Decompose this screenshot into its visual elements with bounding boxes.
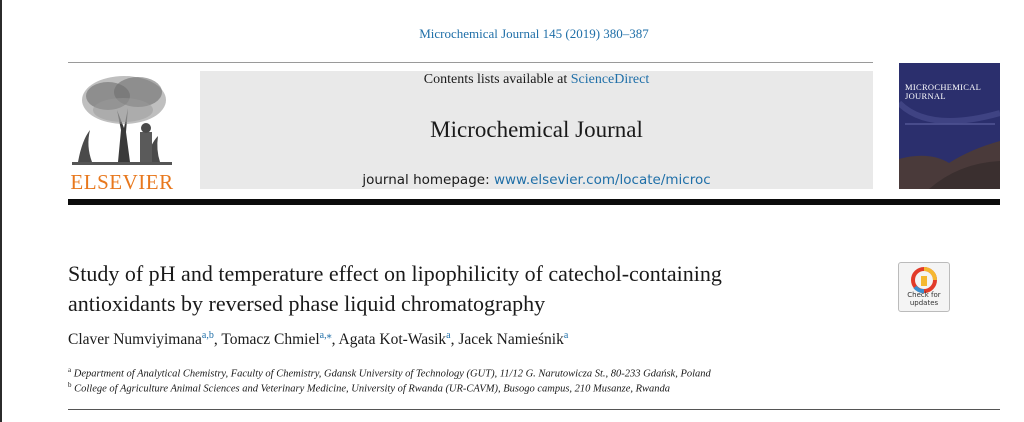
elsevier-wordmark: ELSEVIER: [70, 170, 174, 194]
affiliation-a: a Department of Analytical Chemistry, Fa…: [68, 366, 711, 380]
cover-artwork: [899, 100, 1000, 189]
header-thick-rule: [68, 199, 1000, 205]
homepage-prefix: journal homepage:: [362, 172, 494, 188]
journal-citation[interactable]: Microchemical Journal 145 (2019) 380–387: [419, 26, 649, 41]
crossmark-icon: [911, 267, 937, 293]
author-name[interactable]: Tomacz Chmiel: [221, 331, 320, 349]
cover-title-line-2: JOURNAL: [905, 91, 946, 101]
author-affiliation-mark[interactable]: a: [563, 330, 569, 341]
check-for-updates-button[interactable]: Check for updates: [898, 262, 950, 312]
contents-line: Contents lists available at ScienceDirec…: [200, 72, 873, 88]
article-title: Study of pH and temperature effect on li…: [68, 259, 888, 319]
author-affiliation-mark[interactable]: a,b: [201, 330, 214, 341]
author-separator: ,: [450, 331, 459, 349]
header-top-rule: [68, 62, 873, 63]
journal-homepage: journal homepage: www.elsevier.com/locat…: [200, 172, 873, 188]
journal-header-band: [200, 71, 873, 189]
author-list: Claver Numviyimanaa,b, Tomacz Chmiela,⁎,…: [68, 330, 568, 349]
author-name[interactable]: Claver Numviyimana: [68, 331, 202, 349]
cover-title-line-1: MICROCHEMICAL: [905, 82, 982, 92]
page-left-border: [0, 0, 2, 422]
author-separator: ,: [331, 331, 339, 349]
cover-title: MICROCHEMICAL JOURNAL: [905, 83, 981, 101]
affiliation-text: College of Agriculture Animal Sciences a…: [74, 383, 671, 395]
journal-title[interactable]: Microchemical Journal: [430, 117, 643, 142]
affiliation-b: b College of Agriculture Animal Sciences…: [68, 381, 670, 395]
author-separator: ,: [213, 331, 222, 349]
affiliation-text: Department of Analytical Chemistry, Facu…: [73, 368, 711, 380]
author-name[interactable]: Jacek Namieśnik: [458, 331, 564, 349]
affiliation-mark: b: [68, 381, 72, 389]
elsevier-tree-logo[interactable]: [68, 70, 176, 192]
author-affiliation-mark[interactable]: a,⁎: [319, 330, 332, 341]
contents-prefix: Contents lists available at: [423, 72, 571, 87]
check-line-1: Check for: [907, 291, 941, 299]
author-name[interactable]: Agata Kot-Wasik: [338, 331, 447, 349]
check-for-updates-label: Check for updates: [899, 291, 949, 307]
sciencedirect-link[interactable]: ScienceDirect: [570, 72, 650, 87]
affiliation-mark: a: [68, 366, 72, 374]
article-title-line-1: Study of pH and temperature effect on li…: [68, 261, 722, 286]
homepage-link[interactable]: www.elsevier.com/locate/microc: [493, 172, 711, 188]
journal-cover-thumbnail[interactable]: MICROCHEMICAL JOURNAL: [899, 63, 1000, 189]
check-line-2: updates: [909, 298, 939, 307]
article-title-line-2: antioxidants by reversed phase liquid ch…: [68, 291, 546, 316]
section-divider: [68, 409, 1000, 410]
author-affiliation-mark[interactable]: a: [446, 330, 451, 341]
